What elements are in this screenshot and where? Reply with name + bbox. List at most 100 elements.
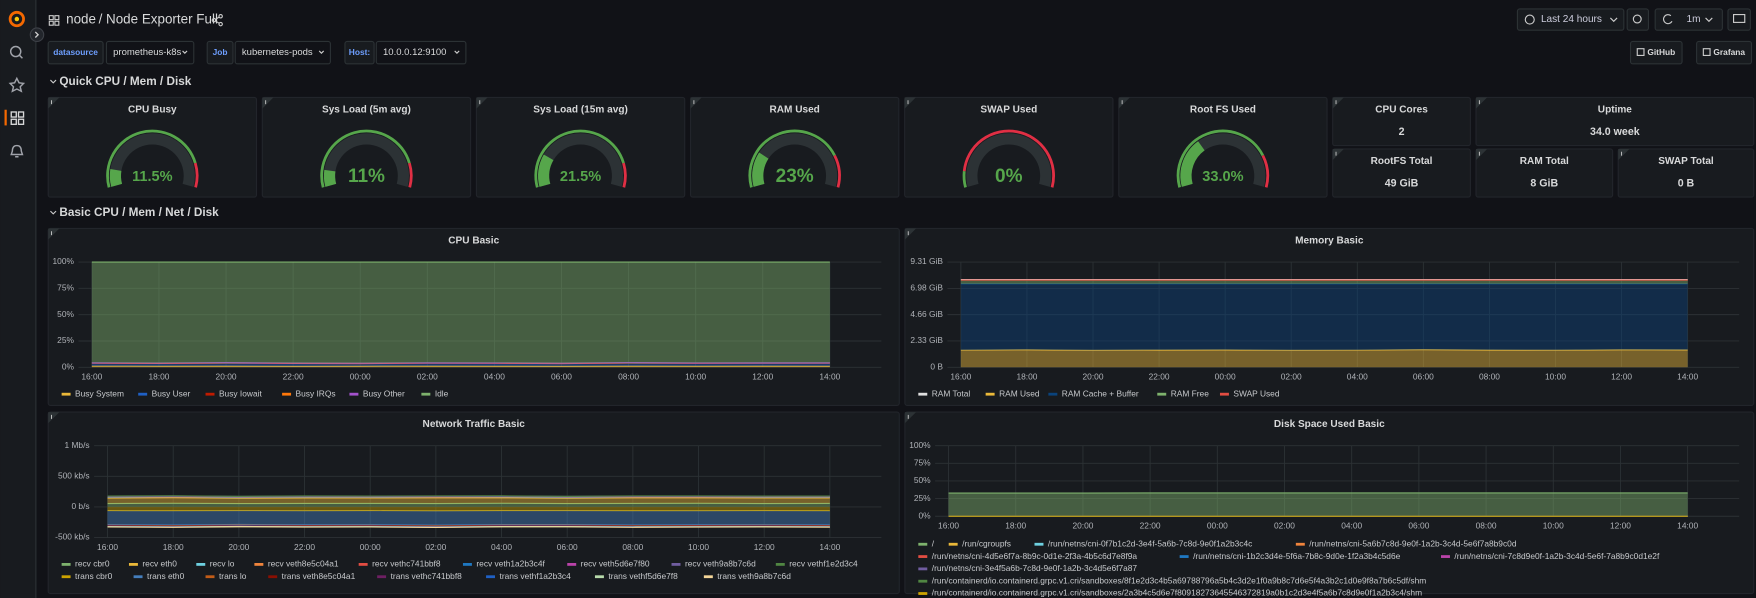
legend-label[interactable]: /run/netns/cni-1b2c3d4e-5f6a-7b8c-9d0e-1… bbox=[1193, 551, 1401, 561]
row-title[interactable]: Basic CPU / Mem / Net / Disk bbox=[59, 206, 219, 219]
panel-title: Root FS Used bbox=[1190, 104, 1256, 115]
stat-value: 2 bbox=[1399, 126, 1405, 138]
legend-label[interactable]: /run/containerd/io.containerd.grpc.v1.cr… bbox=[932, 588, 1422, 598]
x-tick-label: 22:00 bbox=[1140, 521, 1161, 531]
legend-label[interactable]: Busy User bbox=[152, 388, 191, 398]
x-tick-label: 08:00 bbox=[1479, 372, 1500, 382]
legend-label[interactable]: SWAP Used bbox=[1233, 388, 1279, 398]
stat-value: 0 B bbox=[1678, 177, 1695, 189]
x-tick-label: 02:00 bbox=[1274, 521, 1295, 531]
x-tick-label: 00:00 bbox=[1215, 372, 1236, 382]
panel-title: SWAP Total bbox=[1658, 156, 1714, 167]
variable-value[interactable]: kubernetes-pods bbox=[242, 47, 313, 58]
legend-label[interactable]: Busy System bbox=[75, 388, 124, 398]
x-tick-label: 18:00 bbox=[1016, 372, 1037, 382]
x-tick-label: 22:00 bbox=[1149, 372, 1170, 382]
y-tick-label: 50% bbox=[57, 309, 74, 319]
panel-title: RootFS Total bbox=[1371, 156, 1433, 167]
y-tick-label: 500 kb/s bbox=[58, 471, 90, 481]
gauge-value bbox=[329, 171, 330, 186]
legend-label[interactable]: /run/netns/cni-3e4f5a6b-7c8d-9e0f-1a2b-3… bbox=[932, 563, 1138, 573]
legend-label[interactable]: /run/netns/cni-4d5e6f7a-8b9c-0d1e-2f3a-4… bbox=[932, 551, 1138, 561]
x-tick-label: 02:00 bbox=[1281, 372, 1302, 382]
y-tick-label: 9.31 GiB bbox=[910, 256, 943, 266]
x-tick-label: 20:00 bbox=[228, 542, 249, 552]
legend-label[interactable]: RAM Free bbox=[1171, 388, 1210, 398]
x-tick-label: 04:00 bbox=[484, 372, 505, 382]
variable-label: datasource bbox=[53, 47, 98, 57]
dashboard-title[interactable]: / Node Exporter Full bbox=[99, 12, 218, 27]
active-indicator bbox=[5, 110, 7, 126]
stat-value: 8 GiB bbox=[1530, 177, 1558, 189]
legend-label[interactable]: RAM Cache + Buffer bbox=[1062, 388, 1139, 398]
legend-label[interactable]: RAM Used bbox=[999, 388, 1040, 398]
x-tick-label: 12:00 bbox=[1611, 372, 1632, 382]
variable-value[interactable]: 10.0.0.12:9100 bbox=[383, 47, 446, 58]
x-tick-label: 08:00 bbox=[1476, 521, 1497, 531]
x-tick-label: 14:00 bbox=[819, 542, 840, 552]
legend-label[interactable]: Busy IRQs bbox=[296, 388, 336, 398]
legend-label[interactable]: trans veth8e5c04a1 bbox=[282, 571, 356, 581]
y-tick-label: 6.98 GiB bbox=[910, 283, 943, 293]
legend-label[interactable]: recv vethf1e2d3c4 bbox=[789, 559, 858, 569]
legend-label[interactable]: recv veth5d6e7f80 bbox=[581, 559, 650, 569]
y-tick-label: 25% bbox=[914, 493, 931, 503]
legend-label[interactable]: trans cbr0 bbox=[75, 571, 113, 581]
row-title[interactable]: Quick CPU / Mem / Disk bbox=[59, 75, 191, 88]
y-tick-label: 0% bbox=[62, 362, 75, 372]
legend-label[interactable]: trans vethf5d6e7f8 bbox=[608, 571, 678, 581]
zoom-out[interactable] bbox=[1627, 9, 1648, 30]
legend-label[interactable]: Busy Other bbox=[363, 388, 405, 398]
legend-label[interactable]: RAM Total bbox=[932, 388, 971, 398]
legend-label[interactable]: recv cbr0 bbox=[75, 559, 110, 569]
legend-label[interactable]: trans vethc741bbf8 bbox=[391, 571, 463, 581]
panel-title: Sys Load (5m avg) bbox=[322, 104, 411, 115]
series-area bbox=[108, 511, 830, 526]
tv-mode[interactable] bbox=[1728, 9, 1750, 30]
legend-label[interactable]: trans lo bbox=[219, 571, 247, 581]
legend-label[interactable]: recv veth1a2b3c4f bbox=[476, 559, 545, 569]
refresh-interval[interactable]: 1m bbox=[1687, 14, 1701, 25]
legend-label[interactable]: Idle bbox=[435, 388, 449, 398]
x-tick-label: 02:00 bbox=[425, 542, 446, 552]
legend-label[interactable]: trans veth9a8b7c6d bbox=[717, 571, 791, 581]
expand-menu[interactable] bbox=[30, 28, 43, 41]
legend-label[interactable]: /run/containerd/io.containerd.grpc.v1.cr… bbox=[932, 575, 1427, 585]
time-range[interactable]: Last 24 hours bbox=[1541, 14, 1602, 25]
legend-label[interactable]: /run/netns/cni-7c8d9e0f-1a2b-3c4d-5e6f-7… bbox=[1454, 551, 1660, 561]
legend-label[interactable]: /run/netns/cni-0f7b1c2d-3e4f-5a6b-7c8d-9… bbox=[1048, 538, 1252, 548]
gauge-value bbox=[544, 157, 549, 185]
legend-label[interactable]: recv veth9a8b7c6d bbox=[685, 559, 756, 569]
legend-label[interactable]: trans eth0 bbox=[147, 571, 185, 581]
breadcrumb-folder[interactable]: node bbox=[66, 12, 96, 27]
legend-label[interactable]: /run/cgroupfs bbox=[962, 538, 1011, 548]
legend-label[interactable]: recv lo bbox=[210, 559, 235, 569]
legend-label[interactable]: recv veth8e5c04a1 bbox=[268, 559, 339, 569]
legend-label[interactable]: Busy Iowait bbox=[219, 388, 262, 398]
x-tick-label: 22:00 bbox=[283, 372, 304, 382]
logo-core[interactable] bbox=[15, 17, 19, 21]
x-tick-label: 18:00 bbox=[163, 542, 184, 552]
legend-label[interactable]: trans vethf1a2b3c4 bbox=[499, 571, 571, 581]
dashboard-link-text[interactable]: GitHub bbox=[1647, 47, 1675, 57]
panel-title: Memory Basic bbox=[1295, 235, 1364, 246]
x-tick-label: 10:00 bbox=[1543, 521, 1564, 531]
dashboard-link-text[interactable]: Grafana bbox=[1713, 47, 1745, 57]
gauge-value-text: 11.5% bbox=[132, 169, 173, 185]
gauge-value bbox=[115, 170, 116, 185]
legend-label[interactable]: /run/netns/cni-5a6b7c8d-9e0f-1a2b-3c4d-5… bbox=[1309, 538, 1517, 548]
x-tick-label: 10:00 bbox=[1545, 372, 1566, 382]
x-tick-label: 20:00 bbox=[1072, 521, 1093, 531]
x-tick-label: 20:00 bbox=[216, 372, 237, 382]
variable-value[interactable]: prometheus-k8s bbox=[113, 47, 181, 58]
panel-title: CPU Busy bbox=[128, 104, 177, 115]
legend-label[interactable]: recv eth0 bbox=[142, 559, 177, 569]
variable-label: Job bbox=[213, 47, 228, 57]
legend-label[interactable]: recv vethc741bbf8 bbox=[372, 559, 441, 569]
x-tick-label: 04:00 bbox=[1341, 521, 1362, 531]
series-area bbox=[961, 280, 1688, 284]
y-tick-label: 100% bbox=[909, 440, 931, 450]
